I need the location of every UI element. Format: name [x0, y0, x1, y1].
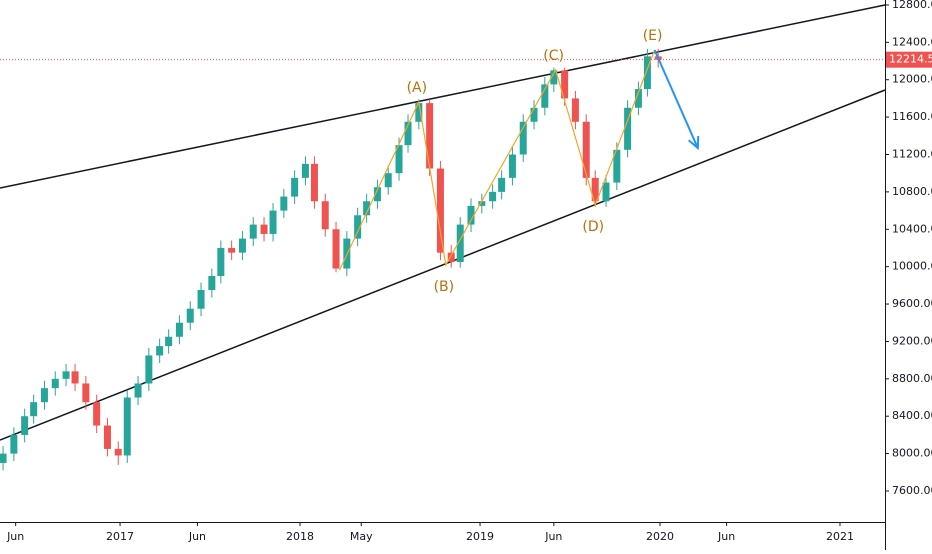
candle-body: [530, 107, 538, 122]
y-tick-label: 11600.00: [892, 110, 932, 123]
wave-label: (E): [643, 28, 663, 44]
wave-label: (C): [543, 48, 564, 64]
candle-body: [134, 383, 142, 398]
candle-body: [186, 308, 194, 323]
candle-body: [280, 196, 288, 211]
candle-body: [550, 70, 558, 85]
candle-body: [238, 238, 246, 253]
y-tick-label: 9600.00: [892, 297, 932, 310]
x-tick-label: Jun: [717, 530, 735, 543]
candle-body: [363, 201, 371, 216]
wave-label: (B): [434, 279, 455, 295]
x-tick-label: 2020: [646, 530, 674, 543]
candle-body: [21, 416, 29, 435]
y-tick-label: 8400.00: [892, 409, 932, 422]
candle-body: [71, 371, 79, 384]
y-tick-label: 12000.00: [892, 73, 932, 86]
wave-label: (A): [407, 80, 428, 96]
candle-body: [197, 290, 205, 309]
candle-body: [0, 453, 7, 463]
last-price-box: [886, 51, 932, 68]
x-tick-label: 2017: [106, 530, 134, 543]
candle-body: [498, 177, 506, 192]
x-tick-label: Jun: [544, 530, 562, 543]
candle-body: [40, 388, 48, 403]
candle-body: [404, 121, 412, 146]
candle-body: [613, 149, 621, 183]
candle-body: [208, 276, 216, 291]
candle-body: [602, 182, 610, 202]
candle-body: [310, 163, 318, 202]
candle-body: [321, 201, 329, 230]
candle-body: [395, 145, 403, 174]
y-tick-label: 10400.00: [892, 222, 932, 235]
arrow-head: [688, 136, 700, 151]
candle-body: [228, 247, 236, 253]
candle-body: [260, 224, 268, 234]
y-tick-label: 7600.00: [892, 484, 932, 497]
candle-body: [103, 425, 111, 449]
candle-body: [467, 205, 475, 225]
candle-body: [415, 103, 423, 122]
forecast-arrow: [653, 49, 699, 149]
candle-body: [10, 434, 18, 454]
candle-body: [436, 168, 444, 253]
candle-body: [541, 84, 549, 108]
y-tick-label: 12800.00: [892, 0, 932, 11]
candle-body: [301, 163, 309, 178]
candle-body: [373, 187, 381, 202]
candle-body: [82, 383, 90, 403]
candle-body: [93, 402, 101, 426]
candle-body: [156, 346, 164, 356]
candle-body: [571, 98, 579, 122]
candle-body: [426, 103, 434, 169]
candle-body: [114, 448, 122, 456]
candle-body: [51, 378, 59, 389]
x-tick-label: May: [350, 530, 373, 543]
candle-body: [165, 336, 173, 347]
candle-body: [624, 107, 632, 150]
y-tick-label: 10800.00: [892, 185, 932, 198]
wave-label: (D): [582, 219, 604, 235]
candle-body: [291, 177, 299, 197]
y-tick-label: 8800.00: [892, 372, 932, 385]
candle-body: [249, 224, 257, 239]
candle-body: [62, 371, 70, 379]
candle-body: [489, 191, 497, 202]
candle-body: [384, 173, 392, 188]
candle-body: [123, 397, 131, 456]
trend-line: [0, 4, 886, 189]
candle-body: [561, 70, 569, 99]
candle-body: [217, 247, 225, 277]
candle-body: [269, 210, 277, 234]
wave-line: [339, 49, 656, 271]
y-tick-label: 12400.00: [892, 35, 932, 48]
candle-body: [591, 177, 599, 202]
candle-body: [145, 355, 153, 384]
candle-body: [643, 56, 651, 90]
x-tick-label: Jun: [188, 530, 206, 543]
candle-body: [447, 252, 455, 262]
y-tick-label: 10000.00: [892, 260, 932, 273]
y-tick-label: 9200.00: [892, 334, 932, 347]
x-tick-label: Jun: [6, 530, 24, 543]
y-tick-label: 8000.00: [892, 447, 932, 460]
candle-body: [478, 201, 486, 206]
x-tick-label: 2021: [826, 530, 854, 543]
candle-body: [456, 224, 464, 262]
candle-body: [354, 215, 362, 239]
candle-body: [175, 322, 183, 337]
x-tick-label: 2019: [466, 530, 494, 543]
candle-body: [634, 89, 642, 108]
candle-body: [519, 121, 527, 155]
candle-body: [30, 402, 38, 417]
candle-body: [582, 121, 590, 178]
x-tick-label: 2018: [286, 530, 314, 543]
last-price-label: 12214.55: [889, 53, 932, 66]
candle-body: [332, 229, 340, 269]
candle-body: [508, 154, 516, 178]
y-tick-label: 11200.00: [892, 147, 932, 160]
